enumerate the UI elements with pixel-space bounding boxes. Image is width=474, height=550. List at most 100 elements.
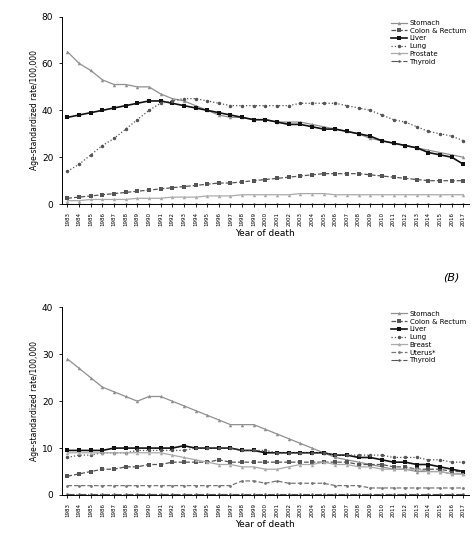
Colon & Rectum: [123, 189, 128, 196]
Breast: [274, 466, 280, 472]
Prostate: [414, 191, 419, 198]
Lung: [461, 459, 466, 465]
Prostate: [461, 191, 466, 198]
Lung: [391, 454, 396, 461]
Liver: [298, 121, 303, 128]
Liver: [146, 445, 152, 452]
Stomach: [251, 117, 256, 123]
Lung: [332, 452, 338, 459]
Uterus*: [181, 482, 187, 489]
Stomach: [286, 436, 292, 442]
Thyroid: [251, 200, 256, 207]
Uterus*: [298, 480, 303, 487]
Prostate: [379, 191, 385, 198]
Prostate: [204, 192, 210, 199]
Colon & Rectum: [367, 172, 373, 178]
Thyroid: [367, 490, 373, 497]
Colon & Rectum: [426, 466, 431, 472]
Lung: [204, 98, 210, 104]
Breast: [135, 449, 140, 456]
Lung: [216, 445, 222, 452]
Breast: [379, 466, 385, 472]
Uterus*: [100, 482, 105, 489]
Uterus*: [321, 480, 327, 487]
Lung: [146, 447, 152, 454]
Lung: [146, 107, 152, 114]
Line: Thyroid: Thyroid: [66, 202, 465, 205]
Liver: [169, 445, 175, 452]
Prostate: [426, 191, 431, 198]
Colon & Rectum: [391, 174, 396, 180]
Line: Lung: Lung: [65, 96, 465, 173]
Thyroid: [344, 200, 350, 207]
Prostate: [239, 191, 245, 198]
Colon & Rectum: [344, 459, 350, 465]
Lung: [158, 447, 164, 454]
Breast: [367, 464, 373, 470]
Breast: [449, 471, 455, 477]
Liver: [204, 445, 210, 452]
Prostate: [298, 190, 303, 197]
Thyroid: [216, 200, 222, 207]
Colon & Rectum: [169, 459, 175, 465]
Thyroid: [228, 200, 233, 207]
Prostate: [251, 191, 256, 198]
Liver: [321, 126, 327, 133]
Thyroid: [64, 490, 70, 497]
Colon & Rectum: [438, 178, 443, 184]
Line: Colon & Rectum: Colon & Rectum: [66, 458, 465, 478]
Uterus*: [123, 482, 128, 489]
Thyroid: [146, 490, 152, 497]
Liver: [449, 154, 455, 161]
Stomach: [321, 123, 327, 130]
Thyroid: [251, 490, 256, 497]
Liver: [251, 447, 256, 454]
Lung: [158, 100, 164, 107]
Lung: [76, 161, 82, 168]
Lung: [356, 104, 362, 111]
Colon & Rectum: [263, 459, 268, 465]
Thyroid: [64, 200, 70, 207]
Stomach: [239, 114, 245, 120]
Lung: [123, 126, 128, 133]
Prostate: [274, 191, 280, 198]
Thyroid: [88, 490, 93, 497]
Uterus*: [228, 482, 233, 489]
Stomach: [181, 403, 187, 409]
Prostate: [111, 196, 117, 203]
Thyroid: [402, 490, 408, 497]
Colon & Rectum: [228, 180, 233, 186]
Liver: [344, 452, 350, 459]
Thyroid: [111, 200, 117, 207]
Uterus*: [461, 485, 466, 491]
Prostate: [286, 191, 292, 198]
Prostate: [402, 191, 408, 198]
Lung: [414, 454, 419, 461]
Thyroid: [263, 200, 268, 207]
Breast: [344, 461, 350, 468]
Stomach: [251, 421, 256, 428]
Colon & Rectum: [239, 459, 245, 465]
Colon & Rectum: [76, 471, 82, 477]
Breast: [332, 461, 338, 468]
Breast: [239, 464, 245, 470]
Y-axis label: Age-standardized rate/100,000: Age-standardized rate/100,000: [30, 50, 39, 170]
Liver: [274, 449, 280, 456]
Thyroid: [367, 200, 373, 207]
X-axis label: Year of death: Year of death: [236, 520, 295, 529]
Lung: [169, 447, 175, 454]
Lung: [251, 447, 256, 454]
Stomach: [298, 119, 303, 125]
Thyroid: [426, 490, 431, 497]
Liver: [146, 98, 152, 104]
Stomach: [332, 126, 338, 133]
Thyroid: [298, 490, 303, 497]
Breast: [146, 449, 152, 456]
Colon & Rectum: [286, 174, 292, 180]
Lung: [286, 449, 292, 456]
Liver: [135, 100, 140, 107]
Liver: [356, 454, 362, 461]
Liver: [228, 445, 233, 452]
Lung: [251, 102, 256, 109]
Colon & Rectum: [216, 456, 222, 463]
